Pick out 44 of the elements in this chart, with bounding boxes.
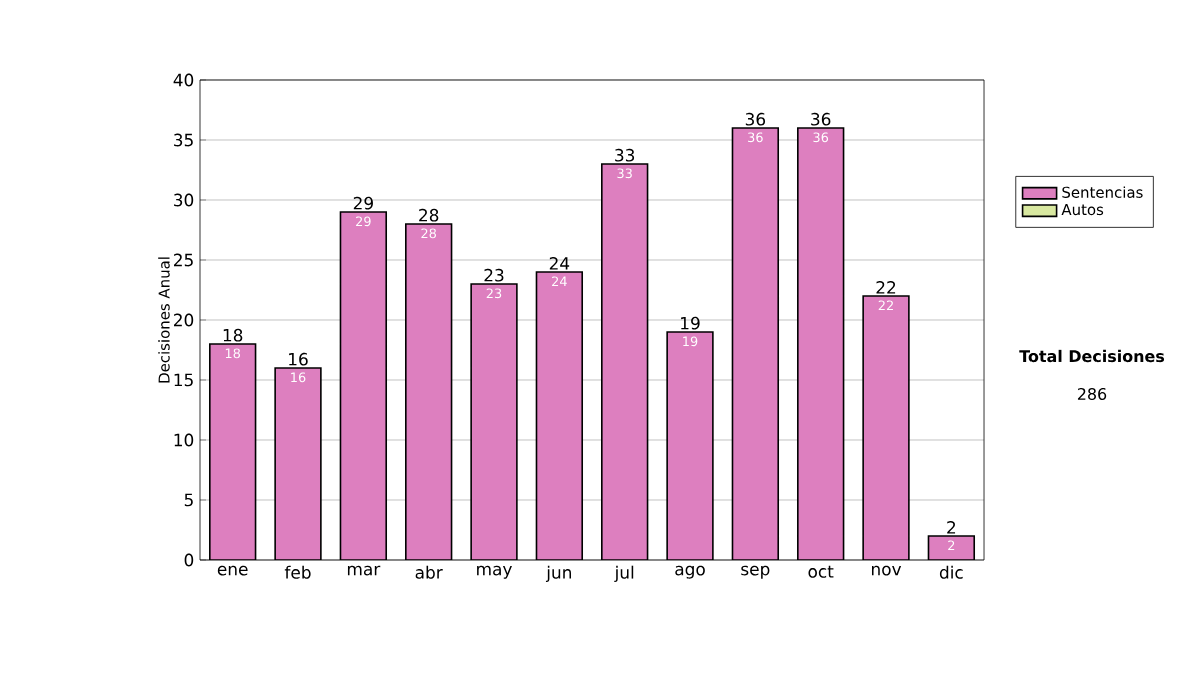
y-tick-label: 35 bbox=[174, 133, 193, 147]
total-label: 23 bbox=[484, 268, 504, 282]
bar bbox=[275, 367, 321, 560]
bar bbox=[732, 127, 779, 560]
x-tick-label: feb bbox=[284, 565, 311, 579]
x-tick-label: ago bbox=[675, 565, 705, 579]
bar bbox=[405, 223, 452, 560]
total-label: 36 bbox=[745, 112, 766, 126]
bar bbox=[340, 211, 387, 560]
y-tick-label: 10 bbox=[174, 433, 194, 447]
bar bbox=[667, 331, 713, 560]
x-tick-label: abr bbox=[415, 565, 443, 579]
y-tick-label: 30 bbox=[174, 193, 194, 207]
total-label: 36 bbox=[811, 112, 831, 126]
bar bbox=[536, 271, 583, 560]
x-tick-label: sep bbox=[741, 565, 770, 579]
x-tick-label: mar bbox=[347, 565, 381, 576]
bar bbox=[797, 127, 844, 560]
total-label: 16 bbox=[289, 352, 308, 366]
total-label: 18 bbox=[223, 328, 243, 342]
x-tick-label: ene bbox=[217, 565, 248, 576]
total-label: 33 bbox=[615, 148, 635, 162]
x-tick-label: jul bbox=[614, 565, 634, 583]
x-tick-label: oct bbox=[808, 565, 834, 578]
x-tick-label: jun bbox=[545, 565, 571, 583]
total-label: 19 bbox=[681, 316, 700, 330]
y-tick-label: 40 bbox=[173, 73, 194, 87]
bar bbox=[209, 343, 256, 560]
total-label: 22 bbox=[876, 281, 896, 294]
y-tick-label: 5 bbox=[184, 493, 193, 507]
bar bbox=[863, 295, 909, 560]
total-label: 29 bbox=[353, 196, 373, 210]
y-tick-label: 25 bbox=[174, 253, 193, 267]
bar bbox=[601, 163, 648, 560]
y-tick-label: 0 bbox=[184, 553, 194, 567]
x-tick-label: dic bbox=[939, 565, 963, 579]
x-tick-label: may bbox=[477, 565, 512, 579]
total-label: 28 bbox=[419, 208, 439, 222]
total-label: 2 bbox=[947, 521, 956, 534]
bar bbox=[471, 283, 517, 560]
total-label: 24 bbox=[549, 257, 570, 270]
x-tick-label: nov bbox=[871, 565, 902, 576]
y-tick-label: 15 bbox=[174, 373, 193, 387]
y-tick-label: 20 bbox=[174, 313, 194, 327]
